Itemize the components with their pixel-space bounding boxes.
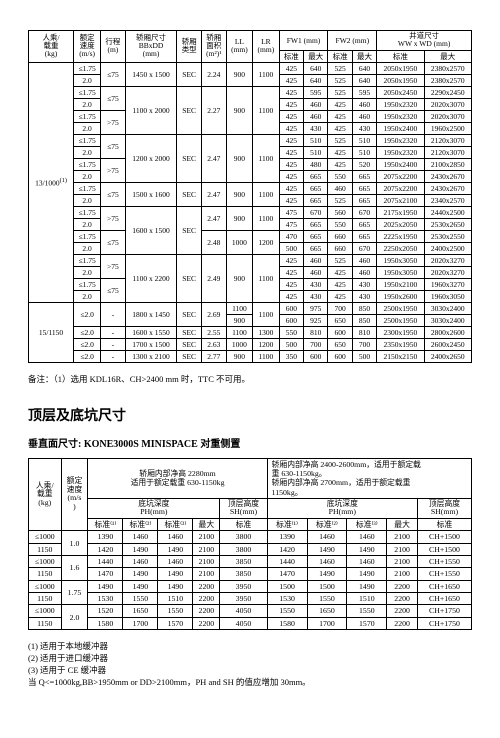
h-speed: 额定速度(m/s) xyxy=(74,31,101,63)
t2-ph: 底坑深度PH(mm) xyxy=(88,498,220,518)
t2-sh: 顶层高度SH(mm) xyxy=(220,498,267,518)
t2-std2: 标准⁽²⁾ xyxy=(123,519,158,531)
h-fw1: FW1 (mm) xyxy=(279,31,328,51)
h-max: 最大 xyxy=(304,50,328,62)
t2-note-a: 轿厢内部净高 2280mm适用于额定载重 630-1150kg xyxy=(88,458,267,498)
h-std: 标准 xyxy=(328,50,352,62)
h-std: 标准 xyxy=(377,50,424,62)
t2-std1: 标准⁽¹⁾ xyxy=(88,519,123,531)
h-std: 标准 xyxy=(279,50,303,62)
h-well: 井道尺寸WW x WD (mm) xyxy=(377,31,472,51)
t2-maxb: 最大 xyxy=(387,519,418,531)
table1-footnote: 备注：（1）选用 KDL16R、CH>2400 mm 时，TTC 不可用。 xyxy=(28,373,472,385)
main-spec-table: 人乘/载重(kg) 额定速度(m/s) 行程(m) 轿厢尺寸BBxDD(mm) … xyxy=(28,30,472,363)
t2-std: 标准 xyxy=(220,519,267,531)
t2-h-speed: 额定速度(m/s) xyxy=(61,458,88,531)
t2-std3: 标准⁽³⁾ xyxy=(158,519,193,531)
h-load: 人乘/载重(kg) xyxy=(29,31,74,63)
h-car: 轿厢尺寸BBxDD(mm) xyxy=(125,31,177,63)
h-max: 最大 xyxy=(424,50,471,62)
table2-footnotes: (1) 适用于本地缓冲器(2) 适用于进口缓冲器(3) 适用于 CE 缓冲器当 … xyxy=(28,640,472,688)
t2-stdb: 标准 xyxy=(417,519,471,531)
table1-body: 13/1000(1)≤1.75≤751450 x 1500SEC2.249001… xyxy=(29,62,472,362)
sub-title: 垂直面尺寸: KONE3000S MINISPACE 对重侧置 xyxy=(28,435,472,450)
h-lr: LR(mm) xyxy=(253,31,279,63)
h-ll: LL(mm) xyxy=(226,31,252,63)
h-max: 最大 xyxy=(352,50,376,62)
h-type: 轿厢类型 xyxy=(177,31,201,63)
h-fw2: FW2 (mm) xyxy=(328,31,377,51)
t2-std3b: 标准⁽³⁾ xyxy=(347,519,387,531)
table2-body: ≤10001.013901460146021003800139014601460… xyxy=(29,531,472,630)
t2-std1b: 标准⁽¹⁾ xyxy=(267,519,307,531)
t2-max: 最大 xyxy=(193,519,220,531)
h-trip: 行程(m) xyxy=(101,31,125,63)
t2-std2b: 标准⁽²⁾ xyxy=(307,519,347,531)
pit-head-table: 人乘/载重(kg) 额定速度(m/s) 轿厢内部净高 2280mm适用于额定载重… xyxy=(28,458,472,631)
h-area: 轿厢面积(m²)¹ xyxy=(201,31,226,63)
t2-sh2: 顶层高度SH(mm) xyxy=(417,498,471,518)
section-title: 顶层及底坑尺寸 xyxy=(28,405,472,425)
t2-ph2: 底坑深度PH(mm) xyxy=(267,498,417,518)
t2-h-load: 人乘/载重(kg) xyxy=(29,458,62,531)
t2-note-b: 轿厢内部净高 2400-2600mm，适用于额定载重 630-1150kg。轿厢… xyxy=(267,458,471,498)
